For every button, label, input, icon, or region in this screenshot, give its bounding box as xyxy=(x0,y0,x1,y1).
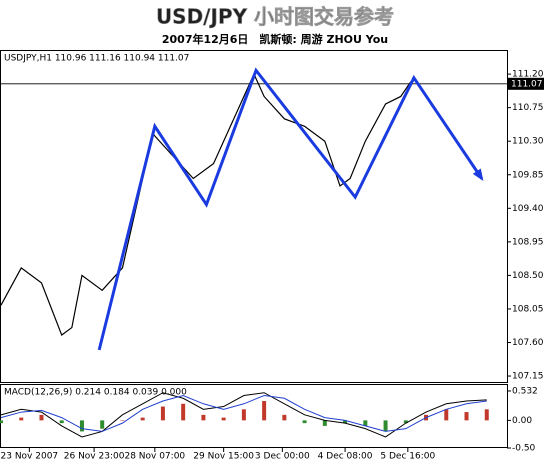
y-tick-label: 108.50 xyxy=(512,271,544,281)
price-header: USDJPY,H1 110.96 111.16 110.94 111.07 xyxy=(4,54,189,64)
histogram-bar xyxy=(322,420,327,426)
histogram-bar xyxy=(464,412,469,421)
last-price-label: 111.07 xyxy=(511,79,543,89)
x-tick-label: 23 Nov 2007 xyxy=(1,452,59,462)
y-tick-label: 107.15 xyxy=(512,372,544,382)
y-tick-label: 108.05 xyxy=(512,304,544,314)
y-tick-label: 0.532 xyxy=(512,386,538,396)
histogram-bar xyxy=(0,420,3,424)
macd-line xyxy=(0,394,487,432)
x-tick-label: 5 Dec 16:00 xyxy=(380,452,435,462)
macd-line xyxy=(0,392,487,438)
price-line xyxy=(0,72,412,336)
histogram-bar xyxy=(282,414,287,421)
x-tick-label: 3 Dec 00:00 xyxy=(255,452,310,462)
page-title: USD/JPY 小时图交易参考 xyxy=(156,5,394,29)
last-price-box xyxy=(508,77,544,90)
y-tick-label: 109.85 xyxy=(512,170,544,180)
y-tick-label: -0.50 xyxy=(512,444,536,454)
histogram-bar xyxy=(403,420,408,424)
x-tick-label: 29 Nov 15:00 xyxy=(193,452,254,462)
y-tick-label: 111.20 xyxy=(512,70,544,80)
x-tick-label: 26 Nov 23:00 xyxy=(64,452,125,462)
histogram-bar xyxy=(201,414,206,421)
macd-header: MACD(12,26,9) 0.214 0.184 0.039 0.000 xyxy=(4,388,187,398)
histogram-bar xyxy=(383,420,388,432)
histogram-bar xyxy=(221,417,226,421)
histogram-bar xyxy=(484,409,489,421)
y-tick-label: 107.60 xyxy=(512,338,544,348)
histogram-bar xyxy=(19,417,24,421)
histogram-bar xyxy=(100,420,105,429)
y-tick-label: 109.40 xyxy=(512,204,544,214)
histogram-bar xyxy=(363,420,368,426)
histogram-bar xyxy=(140,417,145,421)
y-tick-label: 110.75 xyxy=(512,103,544,113)
x-tick-label: 4 Dec 08:00 xyxy=(318,452,373,462)
histogram-bar xyxy=(39,414,44,421)
histogram-bar xyxy=(120,420,125,421)
histogram-bar xyxy=(160,406,165,421)
histogram-bar xyxy=(444,409,449,421)
page-subtitle: 2007年12月6日 凯斯顿: 周游 ZHOU You xyxy=(162,32,388,46)
y-tick-label: 108.95 xyxy=(512,237,544,247)
price-frame xyxy=(0,50,508,383)
arrow-head xyxy=(472,168,484,181)
y-tick-label: 110.30 xyxy=(512,137,544,147)
x-tick-label: 28 Nov 07:00 xyxy=(124,452,185,462)
histogram-bar xyxy=(343,420,348,424)
histogram-bar xyxy=(241,409,246,421)
histogram-bar xyxy=(262,401,267,421)
trend-line xyxy=(97,67,483,351)
histogram-bar xyxy=(181,403,186,421)
histogram-bar xyxy=(79,420,84,432)
y-tick-label: 0.00 xyxy=(512,416,532,426)
histogram-bar xyxy=(59,420,64,424)
histogram-bar xyxy=(302,420,307,424)
macd-frame xyxy=(0,384,508,448)
